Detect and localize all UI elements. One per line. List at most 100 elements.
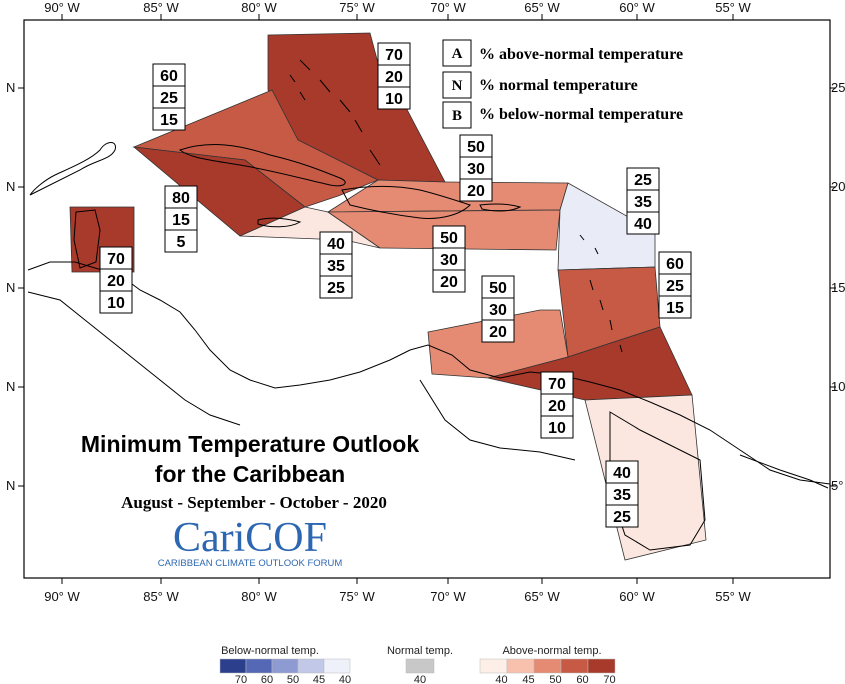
- normal-value: 35: [327, 258, 345, 275]
- above-value: 70: [107, 251, 125, 268]
- lon-label: 70° W: [430, 0, 466, 15]
- lon-label: 55° W: [715, 589, 751, 604]
- lon-label: 70° W: [430, 589, 466, 604]
- scale-above-swatches: 40 45 50 60 70: [479, 658, 616, 684]
- below-value: 40: [634, 216, 652, 233]
- above-value: 40: [327, 236, 345, 253]
- lon-label: 65° W: [524, 0, 560, 15]
- below-value: 25: [327, 280, 345, 297]
- below-value: 10: [385, 91, 403, 108]
- prob-box-cuba: 60 25 15: [152, 63, 186, 131]
- scale-caption-normal: Normal temp.: [387, 645, 453, 657]
- lon-label: 90° W: [44, 589, 80, 604]
- scale-swatch: [245, 658, 273, 674]
- below-value: 20: [489, 324, 507, 341]
- scale-caption-below: Below-normal temp.: [221, 645, 319, 657]
- below-value: 10: [107, 295, 125, 312]
- legend-text-below: % below-normal temperature: [479, 106, 683, 123]
- scale-swatch: [587, 658, 616, 674]
- prob-box-hispaniola-north: 50 30 20: [459, 134, 493, 202]
- scale-caption-above: Above-normal temp.: [502, 645, 601, 657]
- latitude-labels-right: 25 20 15 10 5°: [831, 80, 845, 493]
- scale-value: 45: [522, 674, 534, 684]
- lat-label: N: [6, 478, 15, 493]
- period-label: August - September - October - 2020: [121, 493, 387, 512]
- probability-boxes: 70 20 10 60 25 15 80 15 5 40 35: [99, 42, 692, 528]
- prob-box-windward-islands: 60 25 15: [658, 251, 692, 319]
- normal-value: 35: [634, 194, 652, 211]
- lon-label: 80° W: [241, 589, 277, 604]
- normal-value: 30: [489, 302, 507, 319]
- below-value: 15: [160, 112, 178, 129]
- lon-label: 85° W: [143, 589, 179, 604]
- lat-label: 10: [831, 379, 845, 394]
- prob-box-leeward-islands: 25 35 40: [626, 167, 660, 235]
- scale-swatch: [479, 658, 508, 674]
- normal-value: 15: [172, 212, 190, 229]
- scale-swatch: [405, 658, 435, 674]
- lat-label: N: [6, 80, 15, 95]
- above-value: 60: [666, 256, 684, 273]
- prob-box-western-cuba-caymans: 80 15 5: [164, 185, 198, 253]
- color-scale: Below-normal temp. Normal temp. Above-no…: [219, 645, 616, 684]
- scale-value: 45: [313, 674, 325, 684]
- normal-value: 25: [666, 278, 684, 295]
- prob-box-guianas: 40 35 25: [605, 460, 639, 528]
- title-line-1: Minimum Temperature Outlook: [81, 431, 419, 457]
- scale-swatch: [271, 658, 299, 674]
- lat-label: 15: [831, 280, 845, 295]
- legend-letter-b: B: [452, 108, 462, 124]
- scale-value: 40: [495, 674, 507, 684]
- map-title: Minimum Temperature Outlook for the Cari…: [81, 431, 419, 512]
- caricof-logo: CariCOF CARIBBEAN CLIMATE OUTLOOK FORUM: [158, 515, 343, 569]
- above-value: 80: [172, 190, 190, 207]
- below-value: 15: [666, 300, 684, 317]
- latitude-labels-left: N N N N N: [6, 80, 15, 493]
- lat-label: 25: [831, 80, 845, 95]
- logo-subtitle: CARIBBEAN CLIMATE OUTLOOK FORUM: [158, 558, 343, 569]
- lat-label: N: [6, 280, 15, 295]
- title-line-2: for the Caribbean: [155, 461, 345, 487]
- above-value: 70: [385, 47, 403, 64]
- below-value: 25: [613, 509, 631, 526]
- scale-value: 40: [339, 674, 351, 684]
- lon-label: 80° W: [241, 0, 277, 15]
- scale-value: 60: [576, 674, 588, 684]
- scale-swatch: [506, 658, 535, 674]
- scale-value: 50: [287, 674, 299, 684]
- lat-label: N: [6, 179, 15, 194]
- scale-swatch: [560, 658, 589, 674]
- lon-label: 90° W: [44, 0, 80, 15]
- lat-label: 5°: [831, 478, 843, 493]
- normal-value: 30: [467, 161, 485, 178]
- lon-label: 65° W: [524, 589, 560, 604]
- above-value: 50: [489, 280, 507, 297]
- normal-value: 20: [107, 273, 125, 290]
- prob-box-hispaniola-south: 50 30 20: [432, 225, 466, 293]
- above-value: 50: [467, 139, 485, 156]
- normal-value: 30: [440, 252, 458, 269]
- scale-swatch: [219, 658, 247, 674]
- scale-normal-swatch: 40: [405, 658, 435, 684]
- prob-box-abc-islands: 50 30 20: [481, 275, 515, 343]
- scale-value: 40: [414, 674, 426, 684]
- normal-value: 20: [548, 398, 566, 415]
- legend-text-normal: % normal temperature: [479, 77, 638, 94]
- lon-label: 85° W: [143, 0, 179, 15]
- normal-value: 25: [160, 90, 178, 107]
- normal-value: 20: [385, 69, 403, 86]
- above-value: 40: [613, 465, 631, 482]
- scale-swatch: [533, 658, 562, 674]
- scale-value: 50: [549, 674, 561, 684]
- scale-swatch: [323, 658, 351, 674]
- longitude-labels-bottom: 90° W 85° W 80° W 75° W 70° W 65° W 60° …: [44, 589, 751, 604]
- lon-label: 60° W: [619, 589, 655, 604]
- scale-value: 70: [235, 674, 247, 684]
- lat-label: 20: [831, 179, 845, 194]
- prob-box-trinidad-tobago: 70 20 10: [540, 371, 574, 439]
- coastlines: [27, 59, 831, 551]
- legend-letter-n: N: [452, 78, 463, 94]
- below-value: 20: [440, 274, 458, 291]
- scale-value: 60: [261, 674, 273, 684]
